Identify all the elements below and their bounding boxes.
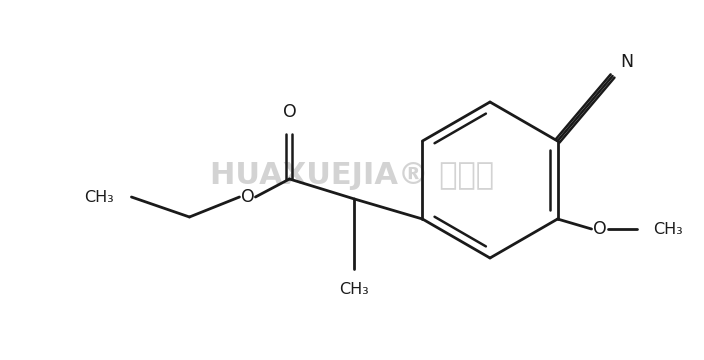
Text: CH₃: CH₃ <box>84 189 113 204</box>
Text: N: N <box>620 53 634 71</box>
Text: O: O <box>241 188 254 206</box>
Text: CH₃: CH₃ <box>339 282 370 297</box>
Text: HUAXUEJIA® 化学加: HUAXUEJIA® 化学加 <box>210 161 494 189</box>
Text: O: O <box>282 103 296 121</box>
Text: O: O <box>593 220 606 238</box>
Text: CH₃: CH₃ <box>653 221 684 237</box>
